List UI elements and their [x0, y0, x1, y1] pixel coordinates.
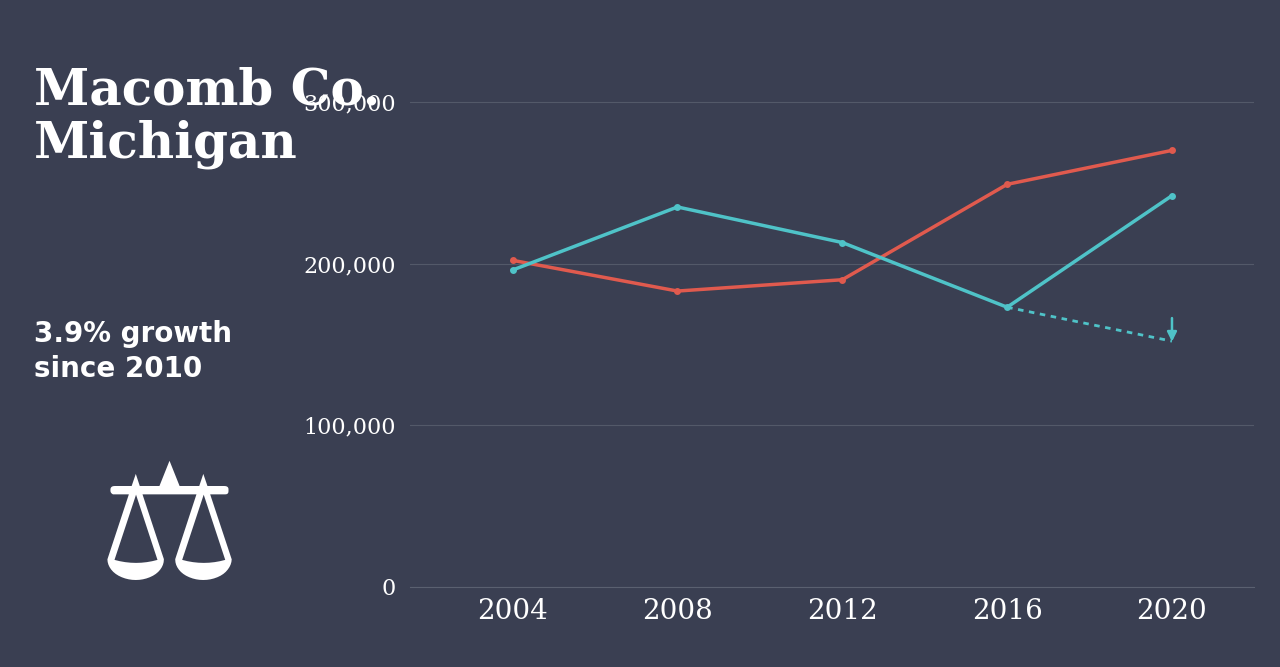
Text: ⚖: ⚖	[99, 456, 241, 611]
Text: 3.9% growth
since 2010: 3.9% growth since 2010	[35, 320, 232, 383]
Text: Macomb Co.
Michigan: Macomb Co. Michigan	[35, 67, 380, 169]
